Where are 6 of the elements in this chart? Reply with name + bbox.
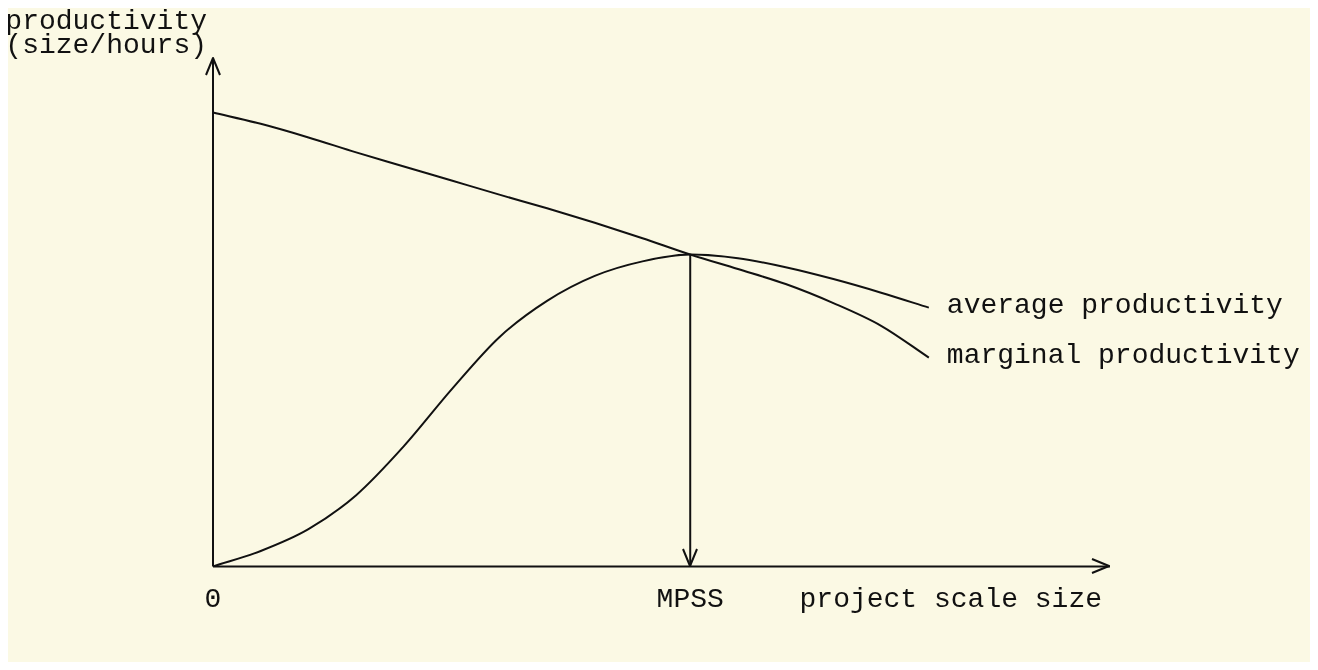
x-axis-title: project scale size	[799, 583, 1102, 615]
x-tick-label: MPSS	[656, 583, 724, 615]
x-tick-label: 0	[204, 583, 222, 615]
series-label: marginal productivity	[946, 340, 1300, 371]
y-axis-title: productivity (size/hours)	[5, 6, 207, 62]
series-label: average productivity	[946, 290, 1283, 322]
